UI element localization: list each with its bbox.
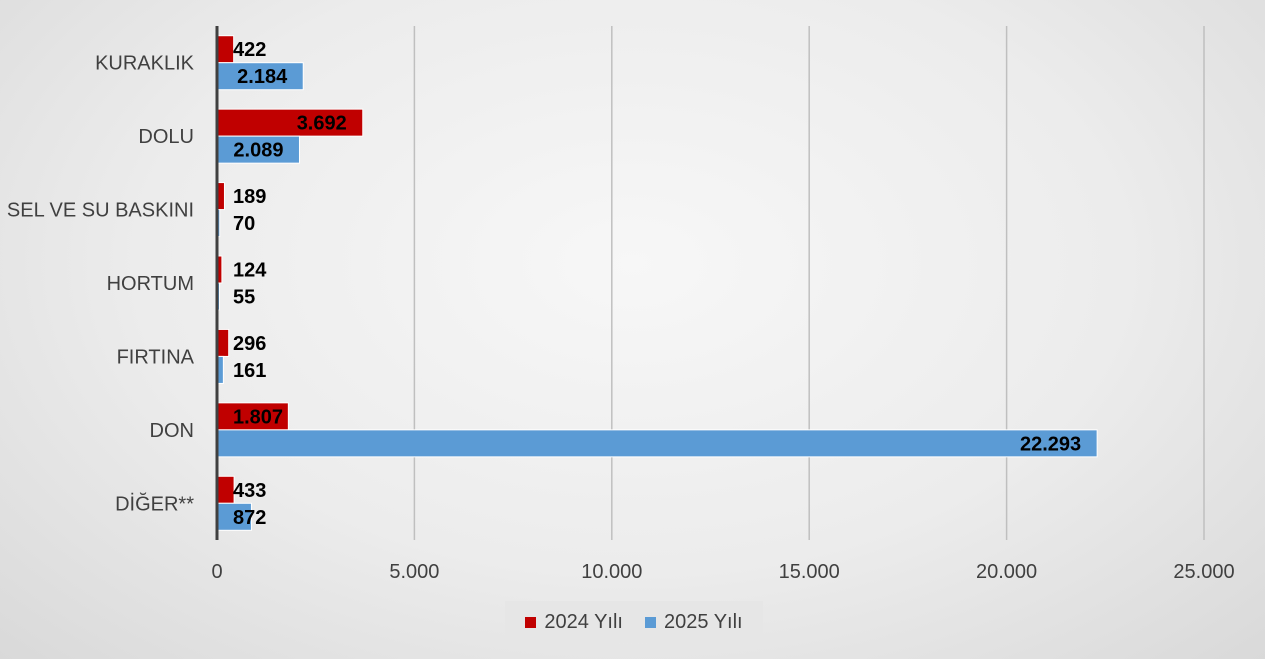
- legend-item-2024: 2024 Yılı: [525, 611, 623, 634]
- data-label: 55: [233, 287, 255, 309]
- legend-item-2025: 2025 Yılı: [645, 611, 743, 634]
- category-label: KURAKLIK: [95, 53, 195, 75]
- category-label: HORTUM: [107, 273, 194, 295]
- category-label: DOLU: [138, 126, 194, 148]
- legend-label-2024: 2024 Yılı: [544, 610, 623, 633]
- data-label: 70: [233, 213, 255, 235]
- category-label: FIRTINA: [117, 346, 195, 368]
- data-label: 2.184: [237, 66, 288, 88]
- category-label: DON: [150, 420, 194, 442]
- x-tick-label: 5.000: [389, 561, 439, 583]
- data-label: 1.807: [233, 406, 283, 428]
- legend: 2024 Yılı 2025 Yılı: [505, 601, 763, 643]
- x-tick-label: 20.000: [976, 561, 1037, 583]
- data-label: 433: [233, 480, 266, 502]
- bar-2025: [216, 135, 300, 164]
- bar-2024: [216, 328, 230, 357]
- x-tick-label: 0: [211, 561, 222, 583]
- data-label: 3.692: [297, 113, 347, 135]
- data-label: 124: [233, 260, 267, 282]
- x-tick-label: 10.000: [581, 561, 642, 583]
- bar-2025: [216, 62, 304, 91]
- category-label: SEL VE SU BASKINI: [7, 200, 194, 222]
- x-tick-label: 15.000: [779, 561, 840, 583]
- bar-2025: [216, 502, 252, 531]
- category-label: DİĞER**: [115, 492, 194, 515]
- data-label: 161: [233, 360, 266, 382]
- data-label: 422: [233, 39, 266, 61]
- data-label: 2.089: [233, 140, 283, 162]
- bar-2024: [216, 35, 235, 64]
- legend-swatch-2024: [525, 616, 537, 628]
- legend-label-2025: 2025 Yılı: [664, 610, 743, 633]
- data-label: 22.293: [1020, 433, 1081, 455]
- bar-2025: [216, 429, 1098, 458]
- data-label: 296: [233, 333, 266, 355]
- data-label: 189: [233, 186, 266, 208]
- data-label: 872: [233, 507, 266, 529]
- legend-swatch-2025: [645, 616, 656, 628]
- x-tick-label: 25.000: [1173, 561, 1234, 583]
- bar-2024: [216, 475, 235, 504]
